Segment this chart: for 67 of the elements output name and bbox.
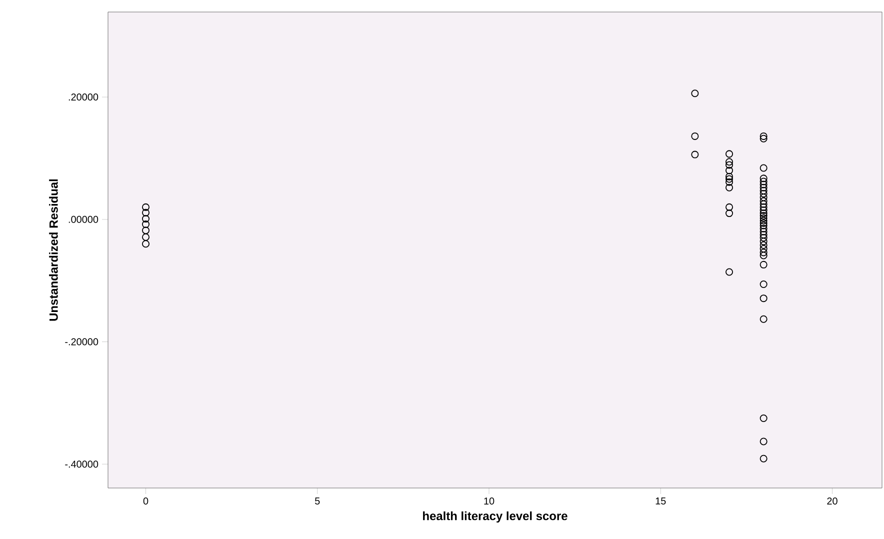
point xyxy=(142,220,150,228)
x-axis-title: health literacy level score xyxy=(423,511,568,523)
point xyxy=(760,438,768,446)
point xyxy=(760,294,768,302)
point xyxy=(760,197,768,205)
point xyxy=(760,190,768,198)
point xyxy=(726,161,734,169)
point xyxy=(760,203,768,211)
point xyxy=(691,150,699,158)
y-tick-label: -.40000 xyxy=(65,460,98,468)
point xyxy=(760,186,768,194)
point xyxy=(760,184,768,192)
point xyxy=(726,158,734,166)
x-tick-label: 10 xyxy=(484,498,494,505)
point xyxy=(760,238,768,246)
point xyxy=(760,414,768,422)
point xyxy=(142,208,150,216)
point xyxy=(726,184,734,192)
y-tick-label: .00000 xyxy=(68,216,98,223)
point xyxy=(760,234,768,242)
x-tick-label: 20 xyxy=(827,498,838,505)
point xyxy=(760,245,768,253)
point xyxy=(760,219,768,227)
point xyxy=(760,241,768,249)
point xyxy=(760,252,768,260)
point xyxy=(142,226,150,234)
point xyxy=(142,240,150,248)
point xyxy=(760,214,768,222)
x-tick-label: 0 xyxy=(143,498,148,505)
y-tick-label: .20000 xyxy=(68,94,98,101)
point xyxy=(760,260,768,268)
point xyxy=(760,132,768,140)
point xyxy=(760,164,768,172)
point xyxy=(760,212,768,220)
point xyxy=(726,268,734,276)
point xyxy=(760,315,768,323)
point xyxy=(142,203,150,211)
point xyxy=(691,132,699,140)
x-tick-label: 15 xyxy=(656,498,666,504)
point xyxy=(142,233,150,241)
y-axis-title: Unstandardized Residual xyxy=(49,179,58,321)
point xyxy=(760,280,768,288)
y-tick-label: -.20000 xyxy=(65,338,98,346)
point xyxy=(726,175,734,183)
point xyxy=(760,224,768,232)
point xyxy=(726,210,734,218)
point xyxy=(691,90,699,98)
point xyxy=(726,203,734,211)
point xyxy=(760,454,768,462)
point xyxy=(760,180,768,188)
point xyxy=(726,178,734,186)
point xyxy=(726,166,734,174)
point xyxy=(726,172,734,180)
point xyxy=(760,134,768,142)
point xyxy=(760,194,768,202)
point xyxy=(760,222,768,230)
point xyxy=(760,228,768,236)
x-tick-label: 5 xyxy=(315,498,320,504)
point xyxy=(760,248,768,256)
point xyxy=(760,206,768,214)
point xyxy=(760,230,768,238)
point xyxy=(760,200,768,208)
point xyxy=(760,174,768,182)
point xyxy=(142,215,150,223)
point xyxy=(760,216,768,224)
point xyxy=(760,178,768,186)
point xyxy=(726,150,734,158)
